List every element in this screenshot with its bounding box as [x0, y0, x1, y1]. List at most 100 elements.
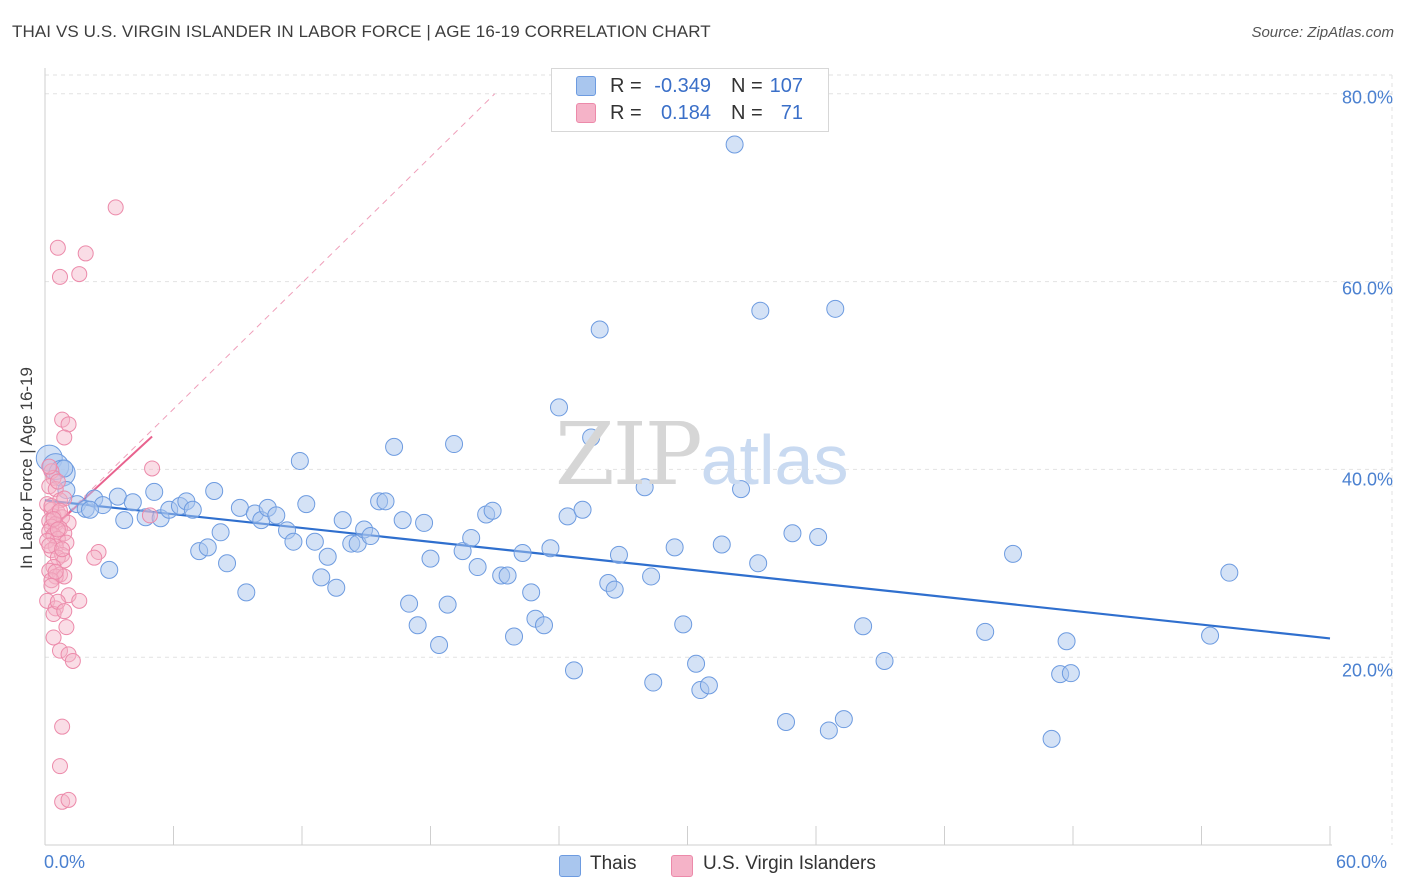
- usvi-point: [47, 563, 64, 580]
- thais-point: [445, 435, 464, 454]
- thais-point: [1004, 544, 1023, 563]
- thais-point: [751, 301, 770, 320]
- legend-thais-swatch: [559, 855, 581, 877]
- n-label: N =: [731, 102, 763, 124]
- usvi-point: [54, 793, 71, 810]
- thais-point: [674, 615, 693, 634]
- thais-point: [408, 616, 427, 635]
- y-tick-label: 40.0%: [1341, 469, 1393, 490]
- usvi-point: [51, 502, 68, 519]
- thais-point: [415, 513, 434, 532]
- thais-point: [80, 500, 99, 519]
- thais-point: [284, 532, 303, 551]
- usvi-point: [71, 266, 88, 283]
- usvi-point: [141, 507, 158, 524]
- thais-point: [333, 511, 352, 530]
- thais-point: [290, 451, 309, 470]
- thais-point: [393, 511, 412, 530]
- thais-swatch: [576, 76, 596, 96]
- thais-point: [505, 627, 524, 646]
- usvi-point: [56, 568, 73, 585]
- thais-point: [108, 487, 127, 506]
- r-label: R =: [610, 102, 642, 124]
- thais-point: [635, 478, 654, 497]
- thais-point: [297, 495, 316, 514]
- thais-point: [573, 500, 592, 519]
- thais-point: [605, 580, 624, 599]
- usvi-point: [51, 642, 68, 659]
- usvi-point: [43, 577, 60, 594]
- thais-point: [453, 542, 472, 561]
- legend-thais-label: Thais: [590, 853, 637, 874]
- thais-point: [809, 528, 828, 546]
- legend-row-thais: R = -0.349 N = 107: [552, 73, 828, 99]
- y-tick-label: 80.0%: [1341, 87, 1393, 108]
- thais-point: [498, 566, 517, 585]
- usvi-point: [51, 758, 68, 775]
- usvi-point: [144, 460, 161, 477]
- thais-point: [522, 583, 541, 602]
- thais-point: [327, 578, 346, 597]
- thais-point: [826, 299, 845, 318]
- thais-point: [725, 135, 744, 154]
- thais-point: [1057, 632, 1076, 651]
- legend-row-usvi: R = 0.184 N = 71: [552, 100, 828, 126]
- usvi-point: [56, 490, 73, 507]
- thais-point: [218, 554, 237, 573]
- thais-point: [732, 480, 751, 499]
- usvi-point: [45, 511, 62, 528]
- r-value: -0.349: [654, 75, 711, 97]
- thais-point: [312, 568, 331, 587]
- x-tick-label-max: 60.0%: [1336, 852, 1388, 872]
- chart-title: THAI VS U.S. VIRGIN ISLANDER IN LABOR FO…: [12, 22, 711, 41]
- usvi-point: [43, 498, 60, 515]
- thais-point: [541, 539, 560, 558]
- thais-point: [237, 583, 256, 602]
- thais-point: [421, 549, 440, 568]
- thais-point: [361, 527, 380, 546]
- thais-point: [145, 482, 164, 501]
- thais-point: [468, 558, 487, 577]
- usvi-point: [58, 619, 75, 636]
- thais-point: [699, 676, 718, 695]
- thais-point: [123, 493, 142, 512]
- thais-point: [834, 710, 853, 729]
- thais-point: [198, 538, 217, 557]
- usvi-point: [49, 521, 66, 538]
- usvi-points: [39, 199, 161, 810]
- thais-point: [582, 428, 601, 447]
- n-value: 107: [769, 75, 803, 97]
- source-credit: Source: ZipAtlas.com: [1251, 24, 1394, 41]
- thais-point: [1201, 626, 1220, 645]
- thais-point: [115, 511, 134, 530]
- thais-point: [609, 545, 628, 564]
- usvi-point: [45, 629, 62, 646]
- thais-point: [462, 528, 481, 547]
- thais-point: [1220, 563, 1239, 582]
- thais-point: [376, 492, 395, 511]
- legend-usvi-swatch: [671, 855, 693, 877]
- usvi-point: [60, 791, 77, 808]
- thais-point: [400, 594, 419, 613]
- usvi-point: [43, 572, 60, 589]
- thais-point: [590, 320, 609, 339]
- thais-point: [558, 507, 577, 526]
- thais-points: [35, 135, 1239, 748]
- thais-point: [976, 622, 995, 641]
- usvi-point: [41, 537, 58, 554]
- thais-point: [875, 651, 894, 670]
- thais-point: [712, 535, 731, 554]
- legend-usvi-label: U.S. Virgin Islanders: [703, 853, 876, 874]
- usvi-point: [49, 593, 66, 610]
- usvi-point: [49, 473, 66, 490]
- usvi-point: [56, 429, 73, 446]
- thais-point: [665, 538, 684, 557]
- thais-point: [1061, 664, 1080, 683]
- usvi-point: [41, 458, 58, 475]
- thais-point: [783, 524, 802, 543]
- thais-point: [318, 547, 337, 566]
- usvi-point: [77, 245, 94, 262]
- thais-point: [777, 712, 796, 731]
- thais-point: [1042, 729, 1061, 748]
- n-label: N =: [731, 75, 763, 97]
